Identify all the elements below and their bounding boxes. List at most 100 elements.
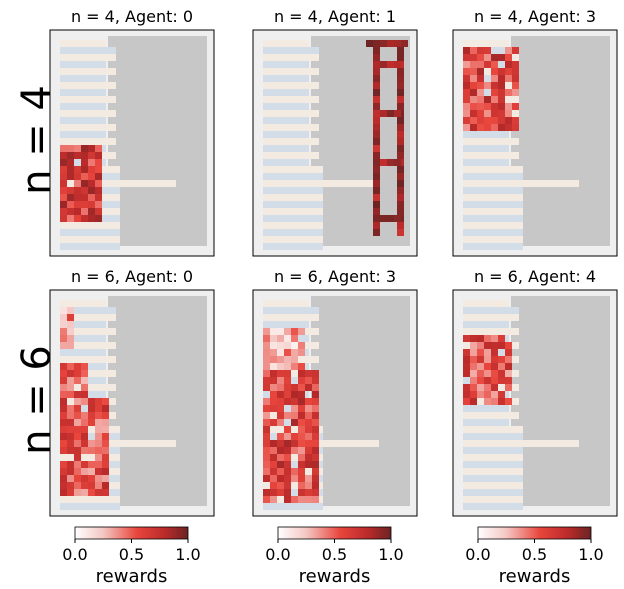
reward-cell bbox=[270, 391, 277, 398]
reward-cell bbox=[498, 75, 505, 82]
reward-cell bbox=[373, 173, 380, 180]
reward-cell bbox=[102, 461, 109, 468]
reward-cell bbox=[463, 110, 470, 117]
reward-cell bbox=[298, 370, 305, 377]
reward-cell bbox=[88, 447, 95, 454]
floor-strip bbox=[60, 454, 120, 461]
reward-cell bbox=[491, 68, 498, 75]
reward-cell bbox=[67, 314, 74, 321]
reward-cell bbox=[477, 349, 484, 356]
reward-cell bbox=[102, 447, 109, 454]
reward-cell bbox=[491, 377, 498, 384]
floor-strip bbox=[263, 68, 319, 75]
reward-cell bbox=[81, 363, 88, 370]
reward-cell bbox=[81, 173, 88, 180]
floor-strip bbox=[263, 300, 309, 307]
floor-strip bbox=[463, 173, 523, 180]
reward-cell bbox=[263, 475, 270, 482]
floor-strip bbox=[463, 222, 523, 229]
reward-cell bbox=[463, 349, 470, 356]
reward-cell bbox=[88, 194, 95, 201]
reward-cell bbox=[95, 215, 102, 222]
reward-cell bbox=[397, 166, 404, 173]
reward-cell bbox=[373, 159, 380, 166]
floor-strip bbox=[60, 75, 106, 82]
reward-cell bbox=[470, 377, 477, 384]
floor-strip bbox=[463, 159, 509, 166]
reward-cell bbox=[373, 180, 380, 187]
reward-cell bbox=[470, 61, 477, 68]
heatmap-panel-2: n = 4, Agent: 3 bbox=[452, 7, 618, 257]
reward-cell bbox=[88, 152, 95, 159]
floor-strip bbox=[463, 496, 523, 503]
reward-cell bbox=[505, 349, 512, 356]
reward-cell bbox=[298, 419, 305, 426]
reward-cell bbox=[401, 40, 408, 47]
reward-cell bbox=[74, 482, 81, 489]
reward-cell bbox=[498, 89, 505, 96]
reward-cell bbox=[305, 426, 312, 433]
reward-cell bbox=[291, 384, 298, 391]
reward-cell bbox=[373, 208, 380, 215]
reward-cell bbox=[263, 419, 270, 426]
reward-cell bbox=[270, 489, 277, 496]
reward-cell bbox=[305, 419, 312, 426]
reward-cell bbox=[298, 433, 305, 440]
reward-cell bbox=[463, 370, 470, 377]
reward-cell bbox=[373, 145, 380, 152]
floor-strip bbox=[463, 166, 523, 173]
reward-cell bbox=[470, 89, 477, 96]
reward-cell bbox=[60, 342, 67, 349]
floor-strip bbox=[463, 75, 509, 82]
floor-strip bbox=[463, 461, 523, 468]
reward-cell bbox=[397, 89, 404, 96]
panel-title: n = 4, Agent: 1 bbox=[274, 7, 396, 26]
reward-cell bbox=[74, 489, 81, 496]
reward-cell bbox=[284, 328, 291, 335]
reward-cell bbox=[67, 412, 74, 419]
reward-cell bbox=[397, 229, 404, 236]
floor-strip bbox=[463, 187, 523, 194]
reward-cell bbox=[505, 103, 512, 110]
reward-cell bbox=[263, 496, 270, 503]
reward-cell bbox=[88, 166, 95, 173]
reward-cell bbox=[263, 377, 270, 384]
reward-cell bbox=[397, 103, 404, 110]
reward-cell bbox=[470, 117, 477, 124]
floor-strip bbox=[263, 222, 323, 229]
reward-cell bbox=[67, 489, 74, 496]
floor-strip bbox=[263, 503, 323, 510]
reward-cell bbox=[505, 356, 512, 363]
reward-cell bbox=[477, 75, 484, 82]
reward-cell bbox=[491, 89, 498, 96]
reward-cell bbox=[312, 475, 319, 482]
reward-cell bbox=[512, 61, 519, 68]
reward-cell bbox=[67, 440, 74, 447]
reward-cell bbox=[491, 349, 498, 356]
panel-title: n = 6, Agent: 4 bbox=[474, 267, 596, 286]
reward-cell bbox=[60, 180, 67, 187]
floor-strip bbox=[263, 321, 309, 328]
reward-cell bbox=[373, 89, 380, 96]
reward-cell bbox=[484, 384, 491, 391]
reward-cell bbox=[463, 391, 470, 398]
reward-cell bbox=[491, 82, 498, 89]
reward-cell bbox=[498, 54, 505, 61]
reward-cell bbox=[312, 419, 319, 426]
reward-cell bbox=[263, 363, 270, 370]
reward-cell bbox=[277, 328, 284, 335]
reward-cell bbox=[74, 391, 81, 398]
reward-cell bbox=[312, 412, 319, 419]
floor-strip bbox=[463, 131, 509, 138]
reward-cell bbox=[88, 215, 95, 222]
reward-cell bbox=[88, 440, 95, 447]
reward-cell bbox=[67, 391, 74, 398]
reward-cell bbox=[74, 166, 81, 173]
floor-strip bbox=[60, 300, 106, 307]
reward-cell bbox=[270, 475, 277, 482]
reward-cell bbox=[277, 335, 284, 342]
reward-cell bbox=[270, 384, 277, 391]
reward-cell bbox=[463, 335, 470, 342]
reward-cell bbox=[81, 208, 88, 215]
reward-cell bbox=[67, 419, 74, 426]
